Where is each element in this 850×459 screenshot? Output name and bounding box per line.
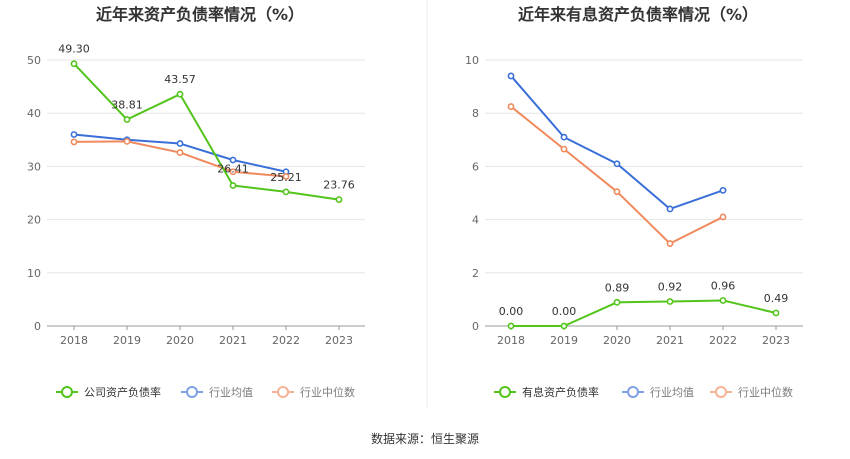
data-label: 23.76: [323, 179, 355, 192]
data-label: 43.57: [164, 73, 196, 86]
data-label: 0.89: [605, 281, 630, 294]
legend-label: 有息资产负债率: [522, 385, 599, 399]
x-tick-label: 2021: [219, 334, 247, 347]
chart-title: 近年来有息资产负债率情况（%）: [518, 5, 758, 24]
data-point: [666, 298, 674, 305]
y-tick-label: 8: [472, 107, 479, 120]
data-label: 0.92: [658, 281, 683, 294]
data-point: [507, 72, 515, 80]
legend-item[interactable]: 行业中位数: [272, 385, 355, 399]
y-tick-label: 4: [472, 214, 479, 227]
data-point: [335, 196, 343, 203]
data-point: [719, 297, 727, 304]
legend-marker: [277, 386, 289, 398]
data-point: [507, 103, 515, 110]
chart-panel-debt-ratio: 近年来资产负债率情况（%） 0 10 20 30 40 50 2018 2019 2020 2021…: [27, 5, 365, 399]
x-tick-label: 2018: [497, 334, 525, 347]
x-tick-label: 2022: [272, 334, 300, 347]
x-tick-label: 2018: [60, 334, 88, 347]
data-point: [229, 182, 237, 189]
data-point: [613, 298, 621, 306]
data-point: [560, 322, 568, 330]
data-point: [70, 60, 78, 68]
data-label: 0.49: [764, 292, 789, 305]
chart-panel-interest-bearing-debt-ratio: 近年来有息资产负债率情况（%） 0 2 4 6 8 10 2018 2019 2020 2021 20…: [465, 5, 803, 399]
x-tick-label: 2023: [325, 334, 353, 347]
legend-item[interactable]: 公司资产负债率: [56, 385, 161, 399]
data-label: 0.00: [499, 305, 524, 318]
data-point: [70, 131, 78, 138]
data-point: [719, 186, 727, 194]
x-tick-label: 2020: [166, 334, 194, 347]
y-tick-label: 40: [27, 107, 41, 120]
legend-marker: [186, 386, 198, 398]
data-point: [719, 213, 727, 221]
data-point: [613, 188, 621, 196]
legend-label: 行业均值: [650, 386, 694, 399]
legend-item[interactable]: 有息资产负债率: [494, 385, 599, 399]
x-tick-label: 2023: [762, 334, 790, 347]
y-tick-label: 30: [27, 160, 41, 173]
series-line-2: [510, 105, 724, 245]
legend-label: 行业中位数: [738, 385, 793, 399]
legend-item[interactable]: 行业均值: [181, 386, 253, 399]
data-point: [560, 133, 568, 141]
data-label: 26.41: [217, 162, 249, 175]
legend-item[interactable]: 行业均值: [622, 386, 694, 399]
data-point: [176, 149, 184, 156]
data-point: [70, 138, 78, 146]
data-point: [282, 188, 290, 196]
y-tick-label: 50: [27, 54, 41, 67]
data-label: 25.21: [270, 171, 302, 184]
chart-title: 近年来资产负债率情况（%）: [96, 5, 304, 24]
legend-marker: [627, 386, 639, 398]
y-tick-label: 0: [472, 320, 479, 333]
data-point: [666, 205, 674, 213]
legend-marker: [499, 386, 511, 398]
data-point: [772, 309, 780, 317]
data-label: 0.96: [711, 279, 736, 292]
x-tick-label: 2022: [709, 334, 737, 347]
series-line-0: [511, 299, 777, 327]
y-tick-label: 10: [27, 267, 41, 280]
y-tick-label: 20: [27, 214, 41, 227]
x-tick-label: 2019: [113, 334, 141, 347]
data-label: 0.00: [552, 305, 577, 318]
y-tick-label: 2: [472, 267, 479, 280]
data-label: 49.30: [58, 43, 90, 56]
y-tick-label: 0: [34, 320, 41, 333]
legend-label: 行业均值: [209, 386, 253, 399]
data-point: [229, 156, 237, 164]
legend-label: 公司资产负债率: [84, 385, 161, 399]
data-point: [176, 90, 184, 98]
data-point: [123, 137, 131, 145]
data-point: [123, 116, 131, 123]
data-point: [507, 322, 515, 330]
x-tick-label: 2020: [603, 334, 631, 347]
data-point: [560, 145, 568, 153]
y-tick-label: 6: [472, 160, 479, 173]
legend-marker: [715, 386, 727, 398]
data-point: [666, 240, 674, 247]
data-point: [613, 160, 621, 168]
series-line-0: [73, 63, 340, 201]
y-tick-label: 10: [465, 54, 479, 67]
legend-label: 行业中位数: [300, 385, 355, 399]
data-point: [229, 168, 237, 176]
data-label: 38.81: [111, 99, 143, 112]
data-point: [176, 140, 184, 147]
x-tick-label: 2019: [550, 334, 578, 347]
data-point: [282, 173, 290, 180]
x-tick-label: 2021: [656, 334, 684, 347]
legend-marker: [61, 386, 73, 398]
source-footer: 数据来源：恒生聚源: [371, 431, 479, 446]
legend-item[interactable]: 行业中位数: [710, 385, 793, 399]
